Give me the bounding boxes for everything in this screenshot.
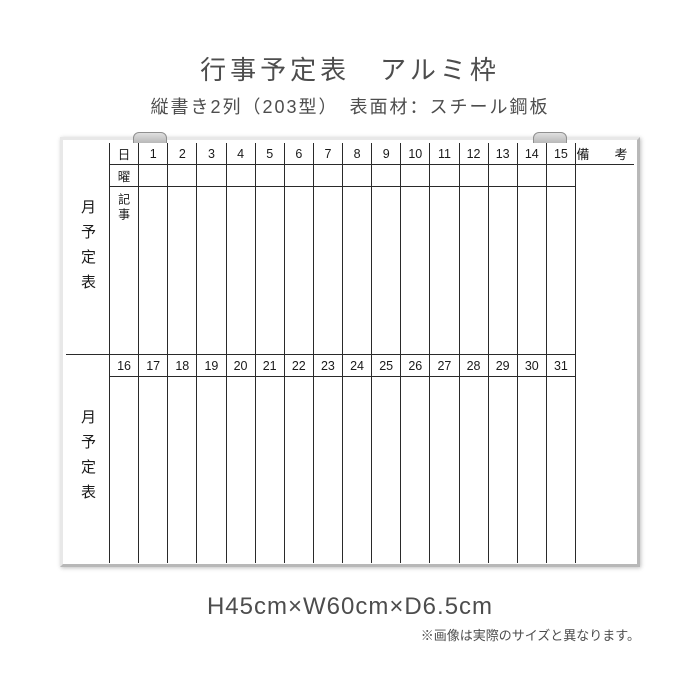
youbi-cell	[343, 165, 372, 187]
date-16: 16	[110, 355, 139, 377]
youbi-cell	[197, 165, 226, 187]
kiji-header: 記事	[110, 187, 139, 355]
body-cell	[227, 377, 256, 563]
youbi-cell	[256, 165, 285, 187]
date-19: 19	[197, 355, 226, 377]
date-31: 31	[547, 355, 576, 377]
kiji-cell	[372, 187, 401, 355]
left-label-bottom: 月予定表	[66, 355, 110, 563]
left-label-top: 月予定表	[66, 143, 110, 355]
kiji-label: 記事	[116, 193, 133, 223]
schedule-grid: 月予定表 日 1 2 3 4 5 6 7 8 9 10 11 12 13 14 …	[66, 143, 634, 561]
date-4: 4	[227, 143, 256, 165]
body-cell	[547, 377, 576, 563]
youbi-cell	[518, 165, 547, 187]
kiji-cell	[547, 187, 576, 355]
product-title: 行事予定表 アルミ枠	[150, 50, 549, 87]
youbi-cell	[547, 165, 576, 187]
body-cell	[518, 377, 547, 563]
date-8: 8	[343, 143, 372, 165]
kiji-cell	[343, 187, 372, 355]
kiji-cell	[285, 187, 314, 355]
date-30: 30	[518, 355, 547, 377]
date-20: 20	[227, 355, 256, 377]
date-7: 7	[314, 143, 343, 165]
youbi-cell	[285, 165, 314, 187]
kiji-cell	[401, 187, 430, 355]
kiji-cell	[518, 187, 547, 355]
body-cell	[489, 377, 518, 563]
date-11: 11	[430, 143, 459, 165]
body-cell	[110, 377, 139, 563]
kiji-cell	[489, 187, 518, 355]
date-14: 14	[518, 143, 547, 165]
whiteboard-frame: 月予定表 日 1 2 3 4 5 6 7 8 9 10 11 12 13 14 …	[60, 137, 640, 567]
youbi-header: 曜	[110, 165, 139, 187]
kiji-cell	[139, 187, 168, 355]
kiji-cell	[430, 187, 459, 355]
body-cell	[401, 377, 430, 563]
kiji-cell	[227, 187, 256, 355]
youbi-cell	[227, 165, 256, 187]
youbi-cell	[168, 165, 197, 187]
kiji-cell	[314, 187, 343, 355]
date-24: 24	[343, 355, 372, 377]
date-9: 9	[372, 143, 401, 165]
date-10: 10	[401, 143, 430, 165]
youbi-cell	[401, 165, 430, 187]
body-cell	[314, 377, 343, 563]
body-cell	[372, 377, 401, 563]
date-23: 23	[314, 355, 343, 377]
body-cell	[256, 377, 285, 563]
youbi-cell	[460, 165, 489, 187]
youbi-cell	[430, 165, 459, 187]
body-cell	[460, 377, 489, 563]
date-21: 21	[256, 355, 285, 377]
body-cell	[430, 377, 459, 563]
dimensions-text: H45cm×W60cm×D6.5cm	[207, 593, 493, 621]
date-18: 18	[168, 355, 197, 377]
date-3: 3	[197, 143, 226, 165]
body-cell	[139, 377, 168, 563]
body-cell	[285, 377, 314, 563]
remarks-body	[576, 165, 634, 563]
date-6: 6	[285, 143, 314, 165]
date-5: 5	[256, 143, 285, 165]
date-17: 17	[139, 355, 168, 377]
youbi-cell	[139, 165, 168, 187]
date-12: 12	[460, 143, 489, 165]
date-22: 22	[285, 355, 314, 377]
kiji-cell	[256, 187, 285, 355]
remarks-header: 備 考	[576, 143, 634, 165]
date-27: 27	[430, 355, 459, 377]
date-2: 2	[168, 143, 197, 165]
day-header: 日	[110, 143, 139, 165]
youbi-cell	[314, 165, 343, 187]
kiji-cell	[197, 187, 226, 355]
youbi-cell	[489, 165, 518, 187]
date-29: 29	[489, 355, 518, 377]
date-15: 15	[547, 143, 576, 165]
date-13: 13	[489, 143, 518, 165]
body-cell	[343, 377, 372, 563]
date-1: 1	[139, 143, 168, 165]
youbi-cell	[372, 165, 401, 187]
product-subtitle: 縦書き2列（203型） 表面材：スチール鋼板	[150, 93, 549, 119]
date-28: 28	[460, 355, 489, 377]
kiji-cell	[460, 187, 489, 355]
date-25: 25	[372, 355, 401, 377]
body-cell	[197, 377, 226, 563]
kiji-cell	[168, 187, 197, 355]
body-cell	[168, 377, 197, 563]
size-note: ※画像は実際のサイズと異なります。	[421, 625, 640, 644]
date-26: 26	[401, 355, 430, 377]
